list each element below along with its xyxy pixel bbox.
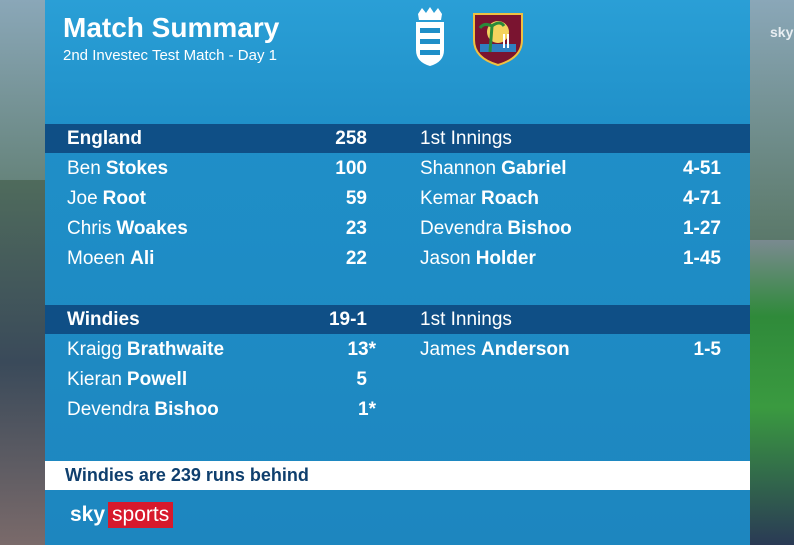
first-name: Devendra [67,399,150,420]
team-bar [45,305,750,334]
first-name: Kieran [67,369,122,390]
logo-sky: sky [70,503,106,526]
bowler: Kemar Roach [420,184,539,213]
first-name: Devendra [420,218,503,239]
team-score: 19-1 [328,309,367,330]
first-name: Ben [67,158,101,179]
batter: Moeen Ali [67,244,154,273]
figures: 1-45 [682,248,721,269]
surname: Bishoo [507,218,572,239]
logo-sports: sports [108,502,174,528]
runs: 1* [358,399,376,420]
bowler: James Anderson [420,335,570,364]
bowler: Shannon Gabriel [420,154,567,183]
team-name: England [67,128,142,149]
runs: 5 [356,369,367,390]
runs: 13* [347,339,376,360]
bowler: Jason Holder [420,244,536,273]
batter: Devendra Bishoo [67,395,219,424]
innings-label: 1st Innings [420,128,512,149]
surname: Gabriel [501,158,567,179]
first-name: Moeen [67,248,126,269]
surname: Anderson [480,339,570,360]
first-name: Kemar [420,188,476,209]
footer-bar [45,461,750,490]
surname: Holder [475,248,536,269]
first-name: Kraigg [67,339,122,360]
batter: Joe Root [67,184,146,213]
team-score: 258 [335,128,367,149]
title: Match Summary [63,12,280,43]
surname: Brathwaite [126,339,225,360]
first-name: Joe [67,188,98,209]
england-crest [416,7,444,66]
runs: 59 [345,188,367,209]
innings-label: 1st Innings [420,309,512,330]
summary-panel [45,0,750,545]
status: Windies are 239 runs behind [65,465,309,485]
subtitle: 2nd Investec Test Match - Day 1 [63,47,277,64]
logo: sky sports [67,502,174,528]
batter: Kieran Powell [67,365,187,394]
first-name: Shannon [420,158,497,179]
surname: Powell [126,369,188,390]
surname: Bishoo [154,399,219,420]
background-crowd [0,180,45,545]
team-name: Windies [67,309,140,330]
runs: 22 [345,248,367,269]
bowler: Devendra Bishoo [420,214,572,243]
figures: 4-51 [682,158,721,179]
windies-crest [473,13,523,66]
surname: Ali [130,248,155,269]
surname: Root [102,188,146,209]
figures: 1-27 [682,218,721,239]
first-name: James [420,339,476,360]
figures: 4-71 [682,188,721,209]
batter: Ben Stokes [67,154,168,183]
surname: Woakes [116,218,188,239]
runs: 23 [345,218,367,239]
team-bar [45,124,750,153]
batter: Chris Woakes [67,214,188,243]
runs: 100 [335,158,367,179]
background-pitch [750,240,794,545]
surname: Roach [480,188,540,209]
figures: 1-5 [693,339,721,360]
surname: Stokes [105,158,169,179]
batter: Kraigg Brathwaite [67,335,224,364]
first-name: Jason [420,248,471,269]
first-name: Chris [67,218,112,239]
watermark: sky [770,24,794,40]
